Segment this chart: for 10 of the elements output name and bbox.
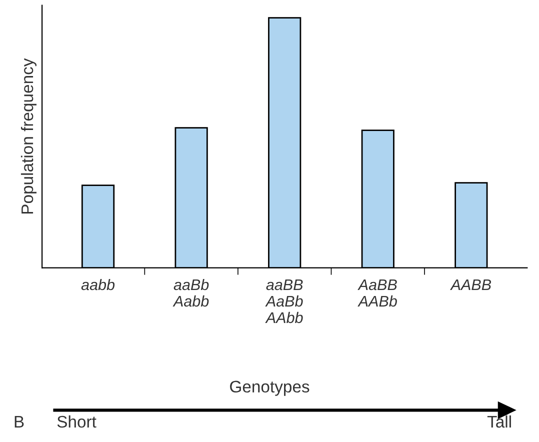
text: B (14, 416, 24, 428)
x-tick-label: AaBB AABb (358, 280, 397, 307)
x-tick-label: aaBB AaBb AAbb (265, 280, 303, 324)
text: Short (57, 415, 96, 428)
x-axis-title: Genotypes (230, 380, 310, 396)
x-tick-label: AABB (450, 280, 492, 290)
y-axis-title: Population frequency (20, 58, 36, 214)
text: Tall (487, 415, 511, 428)
x-tick-label: aaBb Aabb (172, 278, 209, 307)
x-tick-label: aabb (81, 278, 115, 290)
